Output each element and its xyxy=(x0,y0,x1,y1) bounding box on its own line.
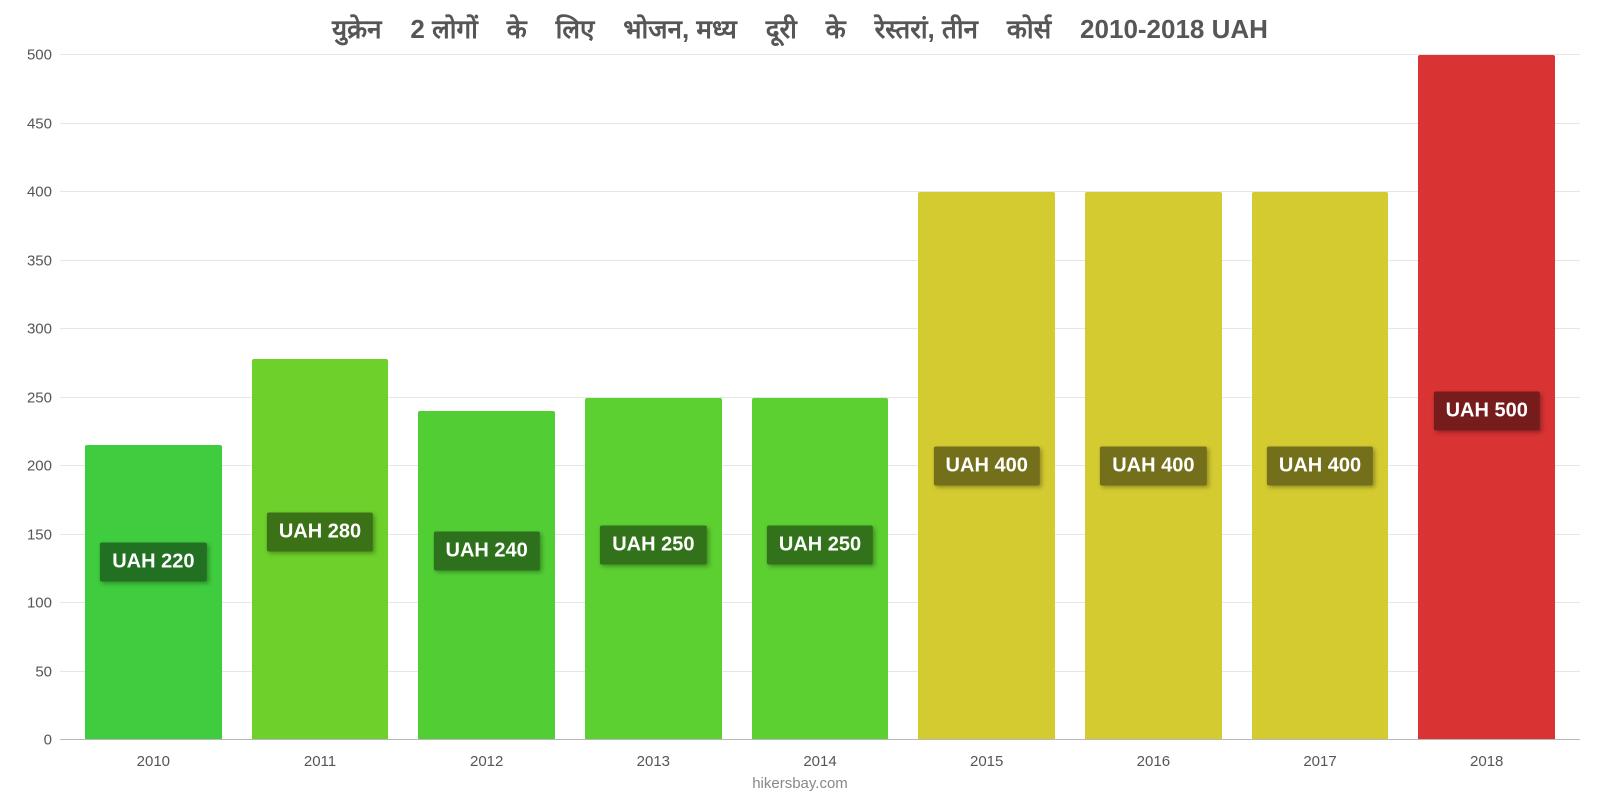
bar-slot: UAH 240 xyxy=(403,55,570,740)
y-tick-label: 250 xyxy=(27,389,52,406)
attribution-text: hikersbay.com xyxy=(0,775,1600,792)
bar-value-label: UAH 220 xyxy=(100,542,206,581)
y-tick-label: 0 xyxy=(44,732,52,749)
bar-slot: UAH 250 xyxy=(570,55,737,740)
bar-value-label: UAH 400 xyxy=(1267,447,1373,486)
plot-area: 050100150200250300350400450500 UAH 220UA… xyxy=(60,55,1580,740)
chart-container: युक्रेन 2 लोगों के लिए भोजन, मध्य दूरी क… xyxy=(0,0,1600,800)
bar-slot: UAH 400 xyxy=(1070,55,1237,740)
y-tick-label: 200 xyxy=(27,458,52,475)
chart-title: युक्रेन 2 लोगों के लिए भोजन, मध्य दूरी क… xyxy=(0,0,1600,46)
bar-value-label: UAH 400 xyxy=(934,447,1040,486)
bar-value-label: UAH 240 xyxy=(434,531,540,570)
y-tick-label: 400 xyxy=(27,184,52,201)
bar-slot: UAH 500 xyxy=(1403,55,1570,740)
x-tick-label: 2012 xyxy=(403,753,570,770)
bar xyxy=(585,398,722,741)
x-tick-label: 2013 xyxy=(570,753,737,770)
bar-value-label: UAH 500 xyxy=(1434,392,1540,431)
y-tick-label: 450 xyxy=(27,115,52,132)
x-tick-label: 2014 xyxy=(737,753,904,770)
bar-value-label: UAH 250 xyxy=(767,526,873,565)
bar-slot: UAH 280 xyxy=(237,55,404,740)
x-axis-line xyxy=(60,739,1580,740)
bar-value-label: UAH 400 xyxy=(1100,447,1206,486)
y-tick-label: 50 xyxy=(35,663,52,680)
y-tick-label: 350 xyxy=(27,252,52,269)
y-tick-label: 300 xyxy=(27,321,52,338)
bar-value-label: UAH 280 xyxy=(267,512,373,551)
x-tick-label: 2010 xyxy=(70,753,237,770)
bar-slot: UAH 400 xyxy=(903,55,1070,740)
bar-slot: UAH 220 xyxy=(70,55,237,740)
x-tick-label: 2015 xyxy=(903,753,1070,770)
bar-value-label: UAH 250 xyxy=(600,526,706,565)
bar xyxy=(85,445,222,740)
bar xyxy=(418,411,555,740)
y-tick-label: 500 xyxy=(27,47,52,64)
x-tick-label: 2016 xyxy=(1070,753,1237,770)
bar-slot: UAH 250 xyxy=(737,55,904,740)
x-tick-label: 2011 xyxy=(237,753,404,770)
bar-series: UAH 220 UAH 280 UAH 240 UAH 250 UAH 250 UAH 4… xyxy=(60,55,1580,740)
x-tick-label: 2018 xyxy=(1403,753,1570,770)
x-tick-label: 2017 xyxy=(1237,753,1404,770)
y-tick-label: 150 xyxy=(27,526,52,543)
bar xyxy=(752,398,889,741)
y-tick-label: 100 xyxy=(27,595,52,612)
bar-slot: UAH 400 xyxy=(1237,55,1404,740)
x-axis-labels: 201020112012201320142015201620172018 xyxy=(60,753,1580,770)
